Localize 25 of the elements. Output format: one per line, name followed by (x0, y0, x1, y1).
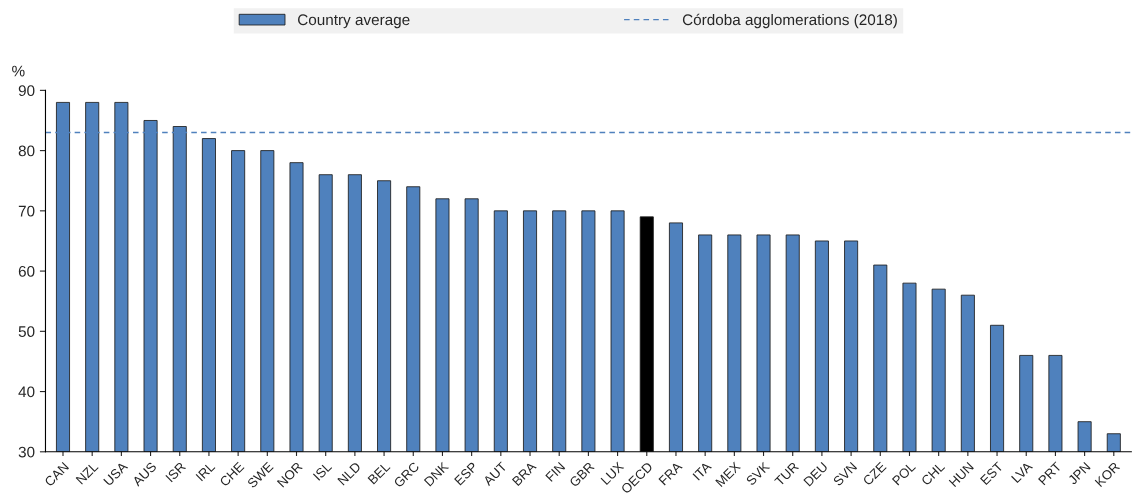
x-tick-label: IRL (195, 461, 216, 482)
x-tick-label: BRA (511, 461, 537, 487)
x-tick-label: TUR (774, 461, 800, 487)
x-tick-label: NZL (75, 461, 99, 485)
x-tick-label: FIN (545, 461, 566, 482)
x-tick-label: FRA (658, 461, 683, 486)
x-tick-label: BEL (367, 461, 391, 485)
x-tick-label: POL (891, 461, 917, 486)
x-tick-label: LVA (1011, 461, 1033, 484)
y-tick-label: 60 (18, 265, 35, 277)
x-tick-label: JPN (1067, 461, 1091, 486)
y-tick-label: 80 (18, 145, 35, 157)
x-tick-label: ITA (692, 461, 712, 481)
y-tick-label: 40 (18, 386, 35, 398)
y-tick-label: 30 (18, 446, 35, 458)
x-tick-label: CHL (920, 461, 946, 486)
x-tick-label: ISR (165, 461, 187, 483)
y-tick-label: 70 (18, 205, 35, 217)
legend-label: Country average (298, 14, 410, 29)
x-tick-label: USA (103, 461, 129, 487)
legend-label: Córdoba agglomerations (2018) (682, 13, 897, 29)
y-axis-title: % (12, 65, 25, 77)
y-tick-label: 50 (18, 326, 35, 338)
x-tick-label: ISL (312, 461, 333, 481)
y-tick-label: 90 (18, 85, 35, 97)
